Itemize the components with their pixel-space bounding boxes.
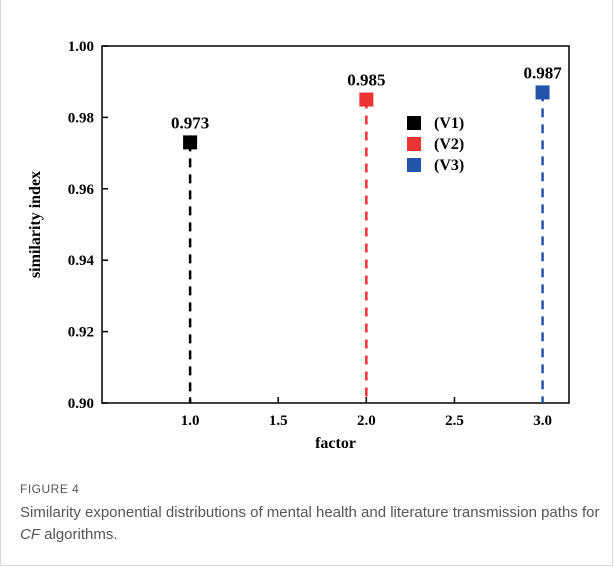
x-tick-label: 3.0: [533, 413, 552, 429]
data-label: 0.973: [171, 113, 209, 132]
x-tick-label: 2.0: [357, 413, 376, 429]
chart-svg: 1.0 1.5 2.0 2.5 3.0 0.90 0.92 0.94 0.96 0.98 1.00 f…: [27, 39, 570, 452]
data-label: 0.985: [347, 71, 385, 90]
caption-text-before: Similarity exponential distributions of …: [20, 504, 600, 521]
x-tick-label: 1.5: [269, 413, 288, 429]
x-axis-title: factor: [315, 435, 356, 452]
y-tick-label: 0.98: [68, 110, 94, 126]
figure-caption: FIGURE 4 Similarity exponential distribu…: [20, 482, 600, 546]
caption-text-italic: CF: [20, 526, 40, 543]
y-tick-label: 0.94: [68, 253, 95, 269]
y-tick-label: 0.92: [68, 325, 94, 341]
data-point: [183, 135, 198, 150]
x-tick-label: 1.0: [181, 413, 200, 429]
figure-caption-text: Similarity exponential distributions of …: [20, 502, 600, 546]
legend-marker: [407, 137, 421, 151]
data-label: 0.987: [523, 63, 562, 82]
legend-entry: (V3): [434, 157, 464, 174]
legend-entry: (V1): [434, 115, 464, 132]
caption-text-after: algorithms.: [40, 526, 118, 543]
y-tick-label: 1.00: [68, 39, 94, 55]
legend-entry: (V2): [434, 136, 464, 153]
y-tick-label: 0.90: [68, 396, 94, 412]
data-point: [535, 85, 550, 100]
x-tick-label: 2.5: [445, 413, 464, 429]
chart-area: 1.0 1.5 2.0 2.5 3.0 0.90 0.92 0.94 0.96 0.98 1.00 f…: [27, 39, 570, 452]
plot-frame: [101, 45, 570, 404]
legend-marker: [407, 158, 421, 172]
y-axis-title: similarity index: [27, 171, 44, 278]
y-tick-label: 0.96: [68, 182, 95, 198]
legend-marker: [407, 116, 421, 130]
data-point: [359, 92, 374, 107]
figure-label: FIGURE 4: [20, 482, 80, 496]
